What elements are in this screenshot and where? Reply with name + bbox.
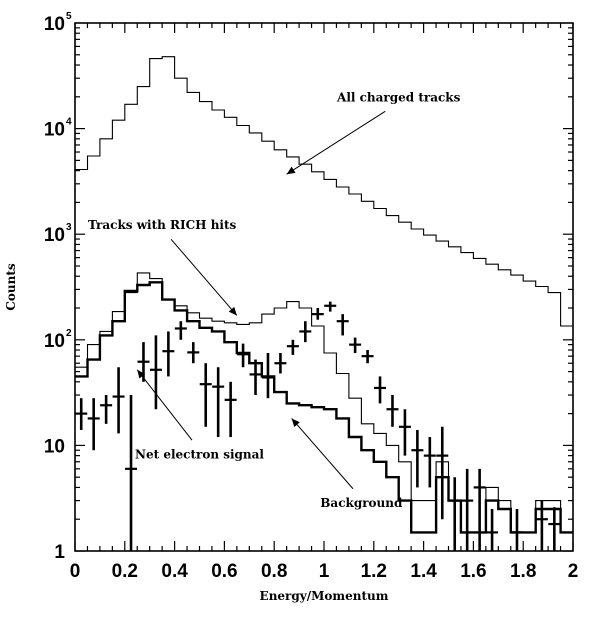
y-axis-label: Counts bbox=[4, 263, 18, 311]
series-all-charged-tracks bbox=[75, 56, 573, 327]
data-point bbox=[149, 335, 162, 410]
data-point bbox=[162, 331, 175, 377]
annotation-arrowhead bbox=[228, 306, 237, 316]
data-point bbox=[299, 321, 312, 343]
annotation-label: Background bbox=[320, 496, 403, 510]
data-point bbox=[510, 508, 523, 551]
data-point bbox=[535, 500, 548, 551]
data-point bbox=[249, 359, 262, 396]
y-tick-exponent: 4 bbox=[66, 117, 72, 128]
y-tick-label: 1 bbox=[54, 542, 65, 563]
data-point bbox=[349, 337, 362, 353]
data-point bbox=[386, 395, 399, 427]
y-tick-label: 10 bbox=[44, 120, 65, 141]
data-point bbox=[199, 363, 212, 427]
data-point bbox=[75, 398, 88, 430]
annotation-net-electron-signal: Net electron signal bbox=[135, 369, 264, 462]
data-point bbox=[548, 507, 561, 551]
annotation-arrowhead bbox=[291, 418, 300, 428]
x-tick-labels: 0 0.2 0.4 0.6 0.8 1 1.2 1.4 1.6 1.8 2 bbox=[70, 561, 579, 582]
y-tick-label: 10 bbox=[44, 225, 65, 246]
x-tick-label: 1.4 bbox=[410, 561, 437, 582]
histogram-step-line bbox=[75, 272, 573, 533]
y-tick-label: 10 bbox=[44, 436, 65, 457]
data-point bbox=[261, 352, 274, 399]
x-tick-label: 0.6 bbox=[211, 561, 237, 582]
data-point bbox=[374, 376, 387, 404]
annotation-background: Background bbox=[291, 418, 403, 510]
x-tick-label: 0 bbox=[70, 561, 81, 582]
axis-ticks bbox=[74, 23, 574, 552]
series-tracks-with-rich-hits bbox=[75, 272, 573, 533]
data-point bbox=[187, 342, 200, 364]
annotations: All charged tracks Tracks with RICH hits N… bbox=[88, 91, 461, 511]
annotation-label: All charged tracks bbox=[336, 91, 461, 105]
x-tick-label: 0.2 bbox=[112, 561, 138, 582]
data-point bbox=[436, 426, 449, 520]
x-tick-label: 2 bbox=[568, 561, 579, 582]
x-tick-label: 0.4 bbox=[161, 561, 188, 582]
data-point bbox=[125, 395, 138, 551]
data-point bbox=[448, 477, 461, 551]
x-tick-label: 1.2 bbox=[361, 561, 387, 582]
data-point bbox=[361, 350, 374, 364]
annotation-arrowhead bbox=[286, 166, 296, 175]
data-point bbox=[398, 409, 411, 456]
data-point bbox=[87, 398, 100, 451]
data-point bbox=[112, 367, 125, 434]
y-tick-label: 10 bbox=[44, 331, 65, 352]
y-tick-exponent: 2 bbox=[66, 328, 72, 339]
data-point bbox=[423, 437, 436, 488]
data-point bbox=[461, 468, 474, 551]
data-point bbox=[286, 339, 299, 355]
annotation-label: Tracks with RICH hits bbox=[88, 218, 237, 232]
data-point bbox=[473, 468, 486, 551]
data-point bbox=[100, 395, 113, 424]
data-point bbox=[274, 352, 287, 374]
data-point bbox=[311, 308, 324, 320]
annotation-label: Net electron signal bbox=[135, 448, 264, 462]
data-point bbox=[411, 429, 424, 488]
annotation-arrow-line bbox=[286, 110, 386, 175]
x-tick-label: 1.6 bbox=[460, 561, 486, 582]
y-tick-label: 10 bbox=[44, 14, 65, 35]
histogram-step-line bbox=[75, 56, 573, 327]
x-axis-label: Energy/Momentum bbox=[260, 589, 389, 603]
data-point bbox=[174, 321, 187, 340]
series-layer bbox=[75, 56, 573, 551]
data-point bbox=[237, 343, 250, 368]
annotation-arrow-line bbox=[291, 418, 354, 490]
annotation-arrow-line bbox=[170, 238, 238, 316]
data-point bbox=[324, 301, 337, 312]
x-tick-label: 1.8 bbox=[510, 561, 536, 582]
x-tick-label: 0.8 bbox=[261, 561, 287, 582]
series-net-electron-signal bbox=[75, 301, 561, 551]
y-tick-exponent: 3 bbox=[66, 222, 72, 233]
data-point bbox=[212, 367, 225, 438]
plot-frame bbox=[74, 22, 574, 552]
annotation-arrowhead bbox=[137, 369, 146, 379]
data-point bbox=[224, 381, 237, 438]
data-point bbox=[336, 314, 349, 336]
annotation-all-charged-tracks: All charged tracks bbox=[286, 91, 461, 175]
x-tick-label: 1 bbox=[319, 561, 330, 582]
y-tick-exponent: 5 bbox=[66, 11, 72, 22]
annotation-tracks-with-rich-hits: Tracks with RICH hits bbox=[88, 218, 238, 316]
data-point bbox=[486, 508, 499, 551]
annotation-arrow-line bbox=[136, 369, 193, 441]
